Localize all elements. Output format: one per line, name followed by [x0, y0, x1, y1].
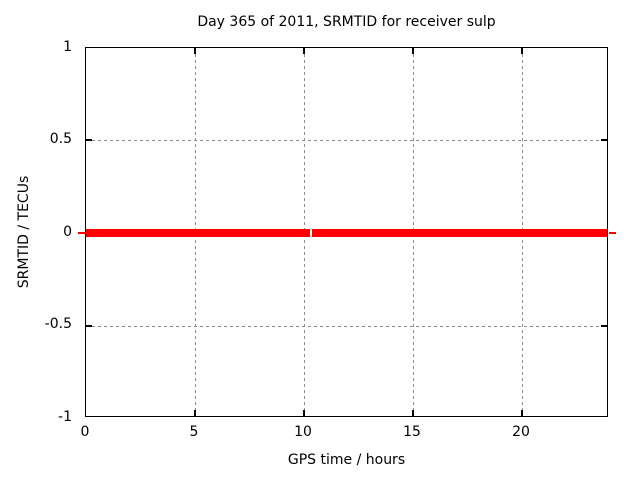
y-tick-label: 0.5 — [49, 131, 72, 147]
tick-mark — [412, 410, 414, 416]
data-series-gap — [310, 229, 312, 237]
chart-title: Day 365 of 2011, SRMTID for receiver sul… — [197, 14, 496, 30]
gridline-horizontal — [86, 140, 607, 141]
y-tick-label: -0.5 — [44, 316, 72, 332]
x-tick-label: 10 — [294, 424, 312, 440]
data-series-srmtid-line — [86, 229, 607, 237]
tick-mark — [521, 410, 523, 416]
x-tick-label: 20 — [512, 424, 530, 440]
x-tick-label: 15 — [403, 424, 421, 440]
tick-mark — [521, 48, 523, 54]
y-tick-label: 0 — [63, 224, 72, 240]
tick-mark — [194, 48, 196, 54]
tick-mark — [194, 410, 196, 416]
plot-area — [77, 47, 616, 417]
tick-mark — [303, 48, 305, 54]
tick-mark — [86, 139, 92, 141]
tick-mark — [601, 325, 607, 327]
x-axis-label: GPS time / hours — [287, 452, 406, 468]
x-tick-label: 0 — [80, 424, 90, 440]
tick-mark — [303, 410, 305, 416]
y-tick-label: 1 — [63, 39, 72, 55]
tick-mark — [412, 48, 414, 54]
gridline-horizontal — [86, 326, 607, 327]
data-series-right-cap — [608, 232, 616, 234]
x-tick-label: 5 — [189, 424, 199, 440]
y-tick-label: -1 — [58, 409, 72, 425]
data-series-left-cap — [77, 232, 85, 234]
tick-mark — [86, 325, 92, 327]
tick-mark — [601, 139, 607, 141]
